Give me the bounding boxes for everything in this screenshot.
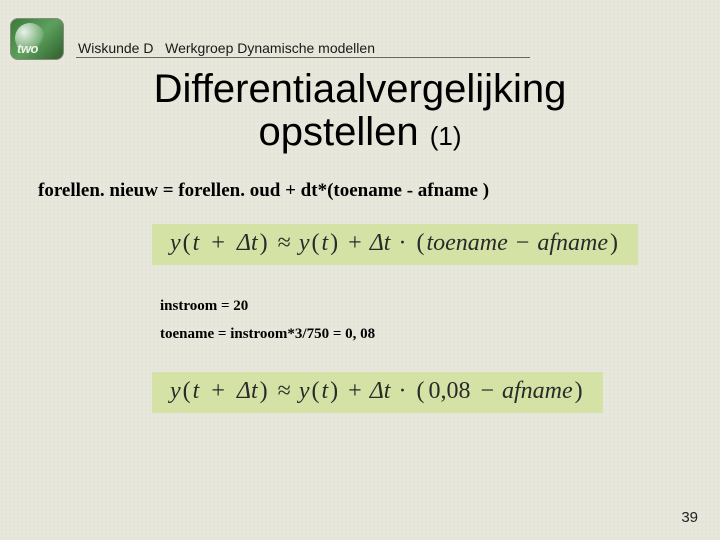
page-number: 39	[681, 509, 698, 526]
logo-text: two	[17, 41, 38, 56]
formula-2: y(t + Δt) ≈ y(t) + Δt · (0,08 − afname)	[152, 372, 603, 413]
logo: two	[10, 18, 64, 60]
page-title: Differentiaalvergelijking opstellen (1)	[0, 68, 720, 154]
workgroup-name: Werkgroep Dynamische modellen	[165, 40, 375, 56]
title-line-2b: (1)	[430, 121, 462, 151]
title-line-1: Differentiaalvergelijking	[154, 67, 567, 111]
formula-1: y(t + Δt) ≈ y(t) + Δt · (toename − afnam…	[152, 224, 638, 265]
difference-equation-text: forellen. nieuw = forellen. oud + dt*(to…	[38, 180, 489, 202]
title-line-2a: opstellen	[258, 110, 429, 154]
note-toename: toename = instroom*3/750 = 0, 08	[160, 326, 375, 343]
note-instroom: instroom = 20	[160, 298, 248, 315]
header: two Wiskunde D Werkgroep Dynamische mode…	[10, 16, 700, 60]
course-code: Wiskunde D	[78, 40, 153, 56]
header-underline	[76, 57, 530, 58]
